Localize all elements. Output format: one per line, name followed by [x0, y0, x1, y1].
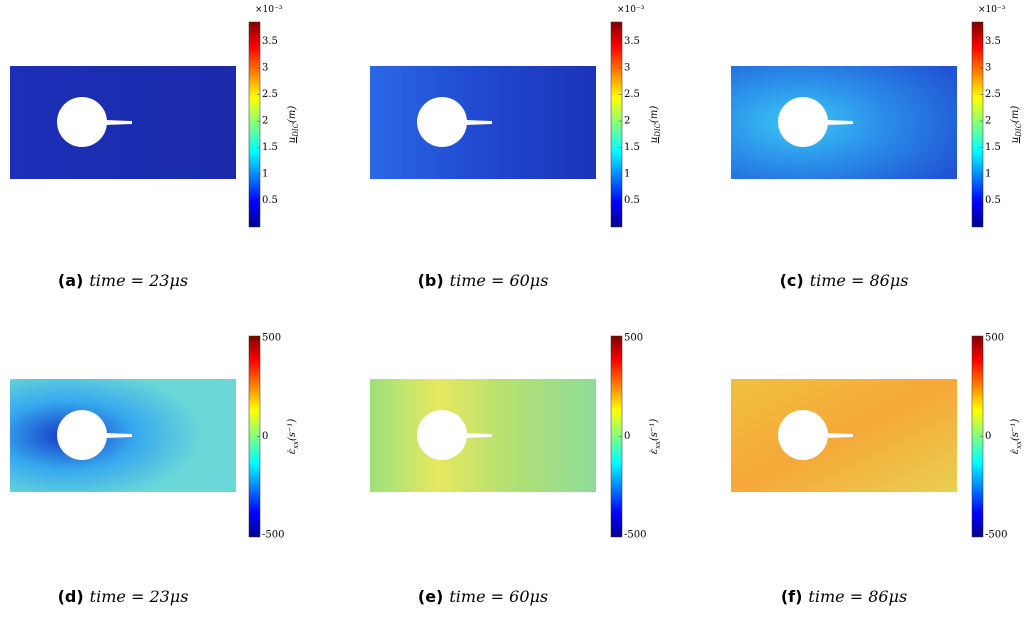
colorbar-multiplier: ×10⁻³: [617, 5, 645, 15]
colorbar-tick-label: 0.5: [624, 195, 640, 206]
label-subscript: DIC: [292, 122, 300, 137]
label-unit: (m): [1010, 106, 1021, 123]
hole: [57, 97, 107, 147]
colorbar-multiplier: ×10⁻³: [978, 5, 1006, 15]
colorbar-tick-label: 3: [985, 63, 991, 74]
crack: [826, 120, 853, 125]
colorbar-tick-label: 3: [624, 63, 630, 74]
colorbar-tick-label: 3.5: [262, 36, 278, 47]
caption-tag: (e): [418, 587, 443, 606]
colorbar-tick-label: 3: [262, 63, 268, 74]
caption: (c) time = 86μs: [780, 271, 909, 290]
label-unit: (m): [287, 106, 298, 123]
label-subscript: xx: [654, 441, 662, 449]
crack: [465, 433, 492, 438]
label-subscript: DIC: [1015, 122, 1023, 137]
label-unit: (s⁻¹): [1010, 419, 1021, 441]
crack: [465, 120, 492, 125]
colorbar-tick-label: 2: [262, 116, 268, 127]
caption-tag: (a): [58, 271, 83, 290]
label-unit: (m): [649, 106, 660, 123]
colorbar-tick-label: 3.5: [624, 36, 640, 47]
hole: [417, 97, 467, 147]
hole: [57, 410, 107, 460]
label-symbol: u: [287, 137, 298, 143]
colorbar-tick-label: 500: [262, 332, 281, 343]
colorbar-label: uDIC(m): [649, 106, 662, 144]
caption-text: time = 86μs: [808, 587, 907, 606]
label-symbol: ε̇: [1010, 449, 1021, 454]
hole: [778, 97, 828, 147]
colorbar-label: ε̇xx(s⁻¹): [287, 419, 300, 455]
colorbar-tick-label: 3.5: [985, 36, 1001, 47]
caption: (e) time = 60μs: [418, 587, 548, 606]
colorbar-tick-label: 2.5: [624, 89, 640, 100]
colorbar-tick-label: 1: [624, 169, 630, 180]
colorbar: [610, 21, 623, 228]
label-subscript: xx: [292, 441, 300, 449]
colorbar-tick-label: -500: [262, 530, 284, 541]
caption: (b) time = 60μs: [418, 271, 549, 290]
caption: (d) time = 23μs: [58, 587, 189, 606]
label-symbol: u: [649, 137, 660, 143]
crack: [826, 433, 853, 438]
colorbar-tick-label: -500: [985, 530, 1007, 541]
colorbar-tick-label: 2: [985, 116, 991, 127]
crack: [105, 120, 132, 125]
caption-text: time = 60μs: [449, 587, 548, 606]
caption-text: time = 60μs: [450, 271, 549, 290]
caption-tag: (f): [781, 587, 803, 606]
caption-text: time = 23μs: [90, 587, 189, 606]
colorbar-label: ε̇xx(s⁻¹): [649, 419, 662, 455]
colorbar-multiplier: ×10⁻³: [255, 5, 283, 15]
colorbar-tick-label: 0: [985, 431, 991, 442]
caption: (a) time = 23μs: [58, 271, 188, 290]
colorbar-tick-label: 1: [262, 169, 268, 180]
caption-text: time = 23μs: [89, 271, 188, 290]
caption-text: time = 86μs: [810, 271, 909, 290]
colorbar-tick-label: 2.5: [262, 89, 278, 100]
colorbar-tick-label: 500: [624, 332, 643, 343]
colorbar-tick-label: 1.5: [985, 142, 1001, 153]
colorbar-tick-label: 1: [985, 169, 991, 180]
label-unit: (s⁻¹): [649, 419, 660, 441]
caption-tag: (d): [58, 587, 84, 606]
hole: [778, 410, 828, 460]
colorbar-tick-label: 0.5: [985, 195, 1001, 206]
colorbar-tick-label: 0.5: [262, 195, 278, 206]
caption-tag: (b): [418, 271, 444, 290]
colorbar: [248, 21, 261, 228]
caption-tag: (c): [780, 271, 804, 290]
label-subscript: DIC: [654, 122, 662, 137]
colorbar-tick-label: 500: [985, 332, 1004, 343]
colorbar-tick-label: 0: [624, 431, 630, 442]
colorbar-tick-label: 2: [624, 116, 630, 127]
hole: [417, 410, 467, 460]
crack: [105, 433, 132, 438]
colorbar-tick-label: 2.5: [985, 89, 1001, 100]
colorbar: [971, 21, 984, 228]
label-symbol: u: [1010, 137, 1021, 143]
colorbar-tick-label: 0: [262, 431, 268, 442]
colorbar-tick-label: 1.5: [624, 142, 640, 153]
label-symbol: ε̇: [287, 449, 298, 454]
colorbar-label: uDIC(m): [1010, 106, 1023, 144]
colorbar-label: ε̇xx(s⁻¹): [1010, 419, 1023, 455]
label-unit: (s⁻¹): [287, 419, 298, 441]
label-symbol: ε̇: [649, 449, 660, 454]
label-subscript: xx: [1015, 441, 1023, 449]
colorbar-tick-label: -500: [624, 530, 646, 541]
caption: (f) time = 86μs: [781, 587, 907, 606]
colorbar-tick-label: 1.5: [262, 142, 278, 153]
colorbar-label: uDIC(m): [287, 106, 300, 144]
